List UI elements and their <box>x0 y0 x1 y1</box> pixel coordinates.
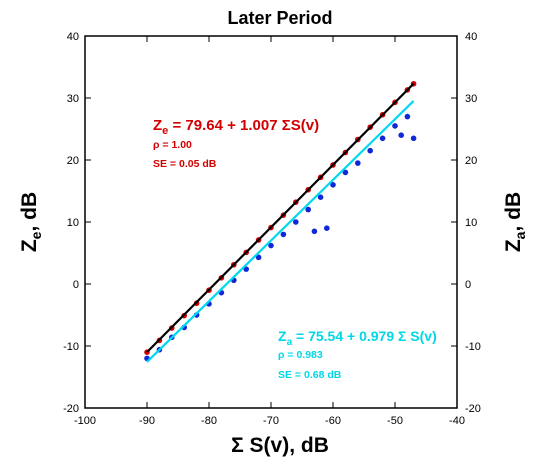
za-eq-subscript: a <box>287 337 293 348</box>
fit-line-za <box>146 100 415 363</box>
x-tick-label: -60 <box>325 415 341 427</box>
point-za <box>280 231 287 238</box>
point-za <box>398 132 405 138</box>
y-tick-label-left: 20 <box>67 155 79 167</box>
left-label-subscript: e <box>28 231 44 239</box>
fit-lines <box>146 82 415 363</box>
x-tick-label: -40 <box>449 415 465 427</box>
y-axis-left-label: Ze, dB <box>18 192 44 252</box>
point-za <box>255 254 262 261</box>
point-za <box>317 194 324 200</box>
ze-se: SE = 0.05 dB <box>153 158 217 170</box>
left-label-unit: , dB <box>18 192 41 232</box>
point-za <box>293 219 299 225</box>
y-axis-right-label: Za, dB <box>502 192 528 252</box>
point-za <box>392 123 398 129</box>
ze-equation: Ze = 79.64 + 1.007 ΣS(v) <box>153 117 319 137</box>
za-se: SE = 0.68 dB <box>278 369 342 381</box>
point-za <box>379 135 386 142</box>
x-tick-label: -100 <box>74 415 96 427</box>
za-equation: Za = 75.54 + 0.979 Σ S(v) <box>278 328 437 348</box>
right-label-symbol: Z <box>502 239 525 252</box>
y-tick-label-right: 40 <box>465 31 477 43</box>
y-tick-label-left: 0 <box>73 279 79 291</box>
point-za <box>410 135 417 142</box>
y-tick-label-left: -20 <box>63 403 79 415</box>
chart-title: Later Period <box>227 8 332 28</box>
point-za <box>268 242 274 249</box>
tick-labels: -100 -90 -80 -70 -60 -50 -40-20 -20-10 -100 010 10… <box>63 31 481 427</box>
y-tick-label-left: 30 <box>67 93 79 105</box>
plot-frame <box>84 35 458 409</box>
x-axis-label: Σ S(v), dB <box>231 434 329 457</box>
point-za <box>342 169 349 176</box>
x-tick-label: -80 <box>201 415 217 427</box>
za-rho: ρ = 0.983 <box>278 349 323 361</box>
fit-line-ze <box>146 82 415 353</box>
point-za <box>367 147 374 154</box>
point-za <box>305 206 312 213</box>
point-za <box>404 113 411 120</box>
y-tick-label-left: -10 <box>63 341 79 353</box>
tick-marks <box>84 35 458 409</box>
point-za <box>311 228 318 235</box>
y-tick-label-right: -20 <box>465 403 481 415</box>
y-tick-label-left: 40 <box>67 31 79 43</box>
ze-eq-symbol: Z <box>153 117 162 134</box>
right-label-subscript: a <box>512 231 528 239</box>
ze-eq-subscript: e <box>162 125 168 137</box>
x-tick-label: -70 <box>263 415 279 427</box>
ze-eq-text: = 79.64 + 1.007 ΣS(v) <box>168 117 319 134</box>
y-tick-label-right: 10 <box>465 217 477 229</box>
y-tick-label-right: -10 <box>465 341 481 353</box>
point-za <box>355 160 361 166</box>
y-tick-label-right: 0 <box>465 279 471 291</box>
right-label-unit: , dB <box>502 192 525 232</box>
x-tick-label: -90 <box>139 415 155 427</box>
point-za <box>330 182 336 188</box>
za-eq-text: = 75.54 + 0.979 Σ S(v) <box>292 328 437 344</box>
y-tick-label-right: 30 <box>465 93 477 105</box>
y-tick-label-right: 20 <box>465 155 477 167</box>
ze-rho: ρ = 1.00 <box>153 139 192 151</box>
y-tick-label-left: 10 <box>67 217 79 229</box>
x-tick-label: -50 <box>387 415 403 427</box>
left-label-symbol: Z <box>18 239 41 252</box>
za-eq-symbol: Z <box>278 328 287 344</box>
point-za <box>324 225 330 231</box>
